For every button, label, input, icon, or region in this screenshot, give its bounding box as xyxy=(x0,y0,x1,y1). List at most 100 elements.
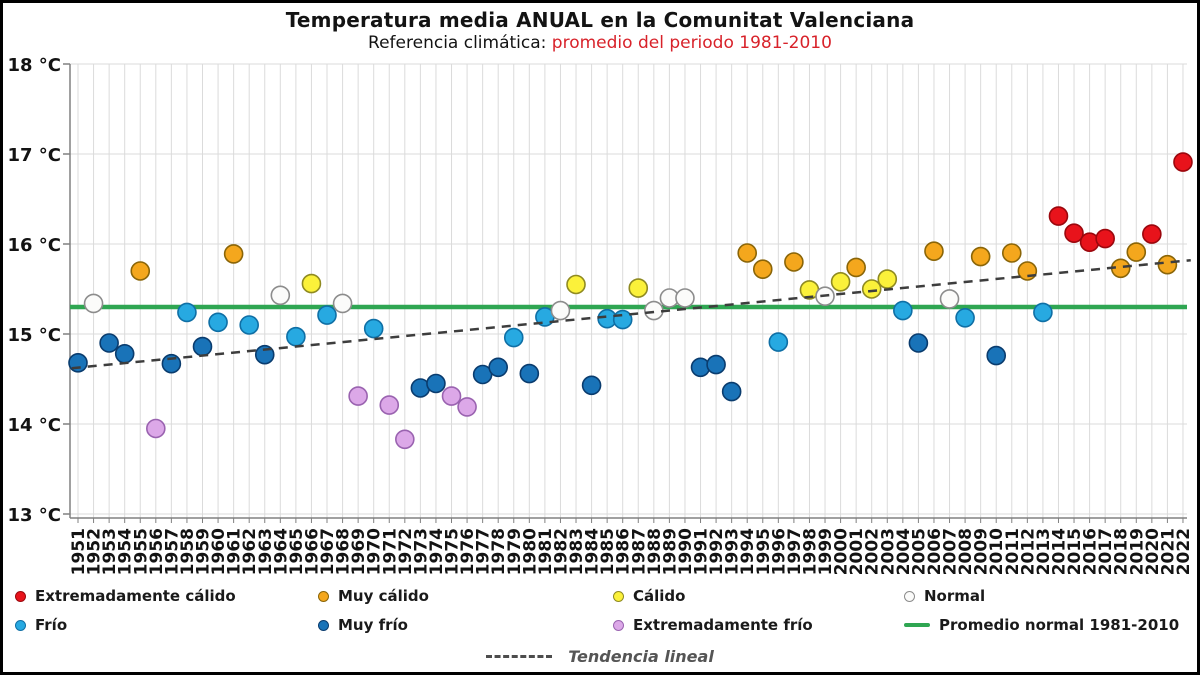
x-label-1971: 1971 xyxy=(380,528,400,575)
data-point-2015 xyxy=(1064,223,1084,243)
y-gridlines xyxy=(70,63,1187,515)
data-point-2017 xyxy=(1095,228,1115,249)
x-label-1959: 1959 xyxy=(194,528,214,575)
x-label-1994: 1994 xyxy=(738,528,758,575)
x-label-1992: 1992 xyxy=(707,528,727,575)
x-label-2000: 2000 xyxy=(832,528,852,575)
data-point-2010 xyxy=(986,345,1007,366)
x-label-1962: 1962 xyxy=(240,528,260,575)
chart-title: Temperatura media ANUAL en la Comunitat … xyxy=(285,8,915,32)
legend-item-mc: Muy cálido xyxy=(318,587,613,605)
y-label-16: 16 °C xyxy=(7,235,61,256)
data-point-1955 xyxy=(130,261,151,281)
data-point-1986 xyxy=(612,309,633,330)
x-label-2016: 2016 xyxy=(1081,528,1101,575)
legend-dot-f-icon xyxy=(15,619,26,631)
data-point-2020 xyxy=(1142,224,1162,244)
x-label-2001: 2001 xyxy=(847,528,867,575)
data-point-1966 xyxy=(301,273,322,294)
x-label-2013: 2013 xyxy=(1034,528,1054,575)
x-label-2007: 2007 xyxy=(941,528,961,575)
legend-label: Frío xyxy=(35,616,68,634)
y-label-18: 18 °C xyxy=(7,55,61,76)
legend-label: Normal xyxy=(924,587,986,605)
x-label-1964: 1964 xyxy=(271,528,291,575)
x-label-1980: 1980 xyxy=(520,528,540,575)
data-point-2012 xyxy=(1017,261,1038,281)
x-label-1978: 1978 xyxy=(489,528,509,575)
legend-item-promedio: Promedio normal 1981-2010 xyxy=(904,616,1197,634)
y-axis-labels: 18 °C 17 °C 16 °C 15 °C 14 °C 13 °C xyxy=(7,55,61,526)
subtitle-highlight: promedio del periodo 1981-2010 xyxy=(551,33,832,53)
data-point-1964 xyxy=(270,285,291,306)
data-point-1965 xyxy=(286,326,306,347)
x-label-1999: 1999 xyxy=(816,528,836,575)
data-point-1956 xyxy=(146,418,166,439)
legend-item-n: Normal xyxy=(904,587,1197,605)
y-label-15: 15 °C xyxy=(7,325,61,346)
data-point-1959 xyxy=(192,336,213,357)
x-label-1979: 1979 xyxy=(505,528,525,575)
legend-grid: Extremadamente cálido Muy cálido Cálido Nor… xyxy=(3,579,1197,634)
x-label-1984: 1984 xyxy=(583,528,603,575)
x-label-1983: 1983 xyxy=(567,528,587,575)
legend-dot-ef-icon xyxy=(613,619,624,631)
x-label-1965: 1965 xyxy=(287,528,307,575)
x-label-1969: 1969 xyxy=(349,528,369,575)
legend-label: Cálido xyxy=(633,587,686,605)
legend-item-ec: Extremadamente cálido xyxy=(15,587,318,605)
data-point-2001 xyxy=(846,257,866,278)
legend-item-f: Frío xyxy=(15,616,318,634)
data-point-1984 xyxy=(581,375,602,396)
x-label-1960: 1960 xyxy=(209,528,229,575)
x-label-1973: 1973 xyxy=(411,528,431,575)
data-point-1992 xyxy=(706,354,726,375)
legend-item-c: Cálido xyxy=(613,587,904,605)
legend-dot-c-icon xyxy=(613,590,624,602)
data-point-1993 xyxy=(721,381,742,402)
data-point-2005 xyxy=(908,333,929,353)
data-point-1983 xyxy=(566,274,586,295)
data-point-1990 xyxy=(675,288,695,308)
chart-subtitle: Referencia climática: promedio del perio… xyxy=(3,33,1197,53)
data-point-1968 xyxy=(332,293,353,314)
page-header: Temperatura media ANUAL en la Comunitat … xyxy=(3,3,1197,53)
x-label-1953: 1953 xyxy=(100,528,120,575)
trend-line xyxy=(71,258,1191,370)
data-point-2009 xyxy=(970,246,991,267)
legend-item-mf: Muy frío xyxy=(318,616,613,634)
x-label-1998: 1998 xyxy=(800,528,820,575)
data-point-1952 xyxy=(83,293,104,314)
data-point-1970 xyxy=(363,318,384,339)
x-label-1989: 1989 xyxy=(660,528,680,575)
x-label-1963: 1963 xyxy=(256,528,276,575)
data-point-1953 xyxy=(99,333,119,353)
data-point-2011 xyxy=(1001,243,1022,263)
x-label-2005: 2005 xyxy=(909,528,929,575)
x-label-1967: 1967 xyxy=(318,528,338,575)
x-label-2002: 2002 xyxy=(863,528,883,575)
x-label-1986: 1986 xyxy=(614,528,634,575)
data-point-1967 xyxy=(317,305,337,325)
legend-refline-icon xyxy=(904,623,930,627)
x-label-1987: 1987 xyxy=(629,528,649,575)
scatter-chart: 18 °C17 °C16 °C15 °C14 °C13 °C1951195219… xyxy=(7,55,1194,575)
x-label-1961: 1961 xyxy=(225,528,245,575)
data-point-2003 xyxy=(877,269,898,289)
legend-dot-ec-icon xyxy=(15,590,26,602)
x-label-2020: 2020 xyxy=(1143,528,1163,575)
legend-dot-mf-icon xyxy=(318,619,329,631)
x-label-2011: 2011 xyxy=(1003,528,1023,575)
data-point-1978 xyxy=(488,357,509,378)
x-label-1955: 1955 xyxy=(131,528,151,575)
legend-trend-label: Tendencia lineal xyxy=(568,647,714,666)
x-label-1977: 1977 xyxy=(474,528,494,575)
x-label-1976: 1976 xyxy=(458,528,478,575)
y-label-17: 17 °C xyxy=(7,145,61,166)
x-label-1966: 1966 xyxy=(302,528,322,575)
data-points xyxy=(68,152,1193,450)
data-point-1994 xyxy=(737,243,758,263)
x-label-1996: 1996 xyxy=(769,528,789,575)
x-label-2021: 2021 xyxy=(1158,528,1178,575)
x-label-1985: 1985 xyxy=(598,528,618,575)
